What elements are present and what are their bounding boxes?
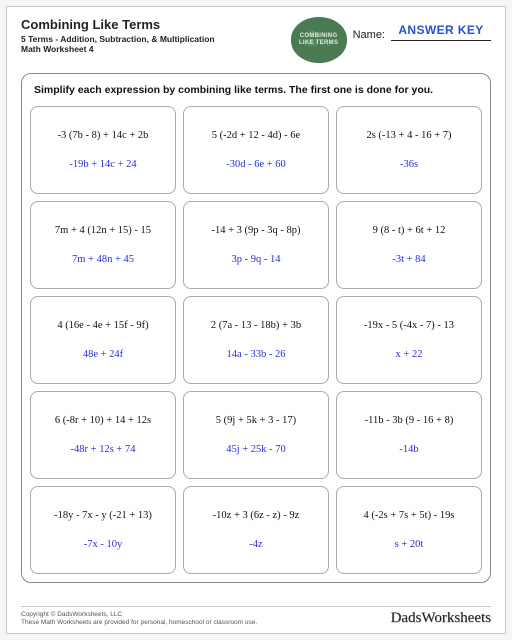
copyright-line2: These Math Worksheets are provided for p…	[21, 619, 257, 627]
main-frame: Simplify each expression by combining li…	[21, 73, 491, 583]
expression: -18y - 7x - y (-21 + 13)	[54, 510, 152, 521]
name-label: Name:	[353, 29, 385, 41]
problem-cell: -3 (7b - 8) + 14c + 2b -19b + 14c + 24	[30, 106, 176, 194]
answer: -30d - 6e + 60	[226, 159, 286, 170]
problem-cell: -18y - 7x - y (-21 + 13) -7x - 10y	[30, 486, 176, 574]
answer: -4z	[249, 539, 262, 550]
problem-cell: 6 (-8r + 10) + 14 + 12s -48r + 12s + 74	[30, 391, 176, 479]
logo-badge: √2a + ( √8b + c² COMBINING LIKE TERMS	[291, 17, 347, 63]
answer: -48r + 12s + 74	[71, 444, 136, 455]
name-block: Name: ANSWER KEY	[353, 21, 491, 41]
header-row: Combining Like Terms 5 Terms - Addition,…	[21, 17, 491, 63]
problem-cell: -19x - 5 (-4x - 7) - 13 x + 22	[336, 296, 482, 384]
brand-logo: DadsWorksheets	[391, 610, 491, 627]
header-left: Combining Like Terms 5 Terms - Addition,…	[21, 17, 285, 54]
worksheet-number: Math Worksheet 4	[21, 44, 285, 54]
answer: -36s	[400, 159, 418, 170]
answer: 48e + 24f	[83, 349, 123, 360]
expression: 4 (16e - 4e + 15f - 9f)	[57, 320, 148, 331]
answer: -14b	[399, 444, 418, 455]
problem-cell: -14 + 3 (9p - 3q - 8p) 3p - 9q - 14	[183, 201, 329, 289]
badge-line1: COMBINING	[300, 33, 338, 40]
expression: -14 + 3 (9p - 3q - 8p)	[211, 225, 300, 236]
answer: -7x - 10y	[84, 539, 123, 550]
problem-cell: 4 (-2s + 7s + 5t) - 19s s + 20t	[336, 486, 482, 574]
answer: s + 20t	[395, 539, 424, 550]
expression: 2s (-13 + 4 - 16 + 7)	[366, 130, 451, 141]
expression: 6 (-8r + 10) + 14 + 12s	[55, 415, 151, 426]
worksheet-sheet: Combining Like Terms 5 Terms - Addition,…	[6, 6, 506, 634]
worksheet-subtitle: 5 Terms - Addition, Subtraction, & Multi…	[21, 34, 285, 44]
problem-cell: 2s (-13 + 4 - 16 + 7) -36s	[336, 106, 482, 194]
expression: -19x - 5 (-4x - 7) - 13	[364, 320, 454, 331]
expression: -3 (7b - 8) + 14c + 2b	[58, 130, 149, 141]
problem-cell: 5 (-2d + 12 - 4d) - 6e -30d - 6e + 60	[183, 106, 329, 194]
problem-cell: 7m + 4 (12n + 15) - 15 7m + 48n + 45	[30, 201, 176, 289]
problem-cell: 4 (16e - 4e + 15f - 9f) 48e + 24f	[30, 296, 176, 384]
expression: 5 (-2d + 12 - 4d) - 6e	[212, 130, 300, 141]
answer: 14a - 33b - 26	[227, 349, 286, 360]
copyright-line1: Copyright © DadsWorksheets, LLC	[21, 611, 257, 619]
answer: -3t + 84	[392, 254, 425, 265]
problem-cell: 5 (9j + 5k + 3 - 17) 45j + 25k - 70	[183, 391, 329, 479]
name-line: ANSWER KEY	[391, 21, 491, 41]
worksheet-title: Combining Like Terms	[21, 17, 285, 32]
answer: 3p - 9q - 14	[232, 254, 281, 265]
footer: Copyright © DadsWorksheets, LLC These Ma…	[21, 606, 491, 627]
instructions: Simplify each expression by combining li…	[34, 84, 478, 96]
answer: -19b + 14c + 24	[69, 159, 136, 170]
problem-cell: -11b - 3b (9 - 16 + 8) -14b	[336, 391, 482, 479]
copyright: Copyright © DadsWorksheets, LLC These Ma…	[21, 611, 257, 627]
problem-cell: 9 (8 - t) + 6t + 12 -3t + 84	[336, 201, 482, 289]
expression: 4 (-2s + 7s + 5t) - 19s	[364, 510, 455, 521]
answer-key-text: ANSWER KEY	[398, 23, 483, 37]
expression: 2 (7a - 13 - 18b) + 3b	[211, 320, 301, 331]
expression: 5 (9j + 5k + 3 - 17)	[216, 415, 296, 426]
expression: 7m + 4 (12n + 15) - 15	[55, 225, 151, 236]
problem-grid: -3 (7b - 8) + 14c + 2b -19b + 14c + 24 5 (…	[30, 106, 482, 574]
expression: -10z + 3 (6z - z) - 9z	[213, 510, 300, 521]
answer: 45j + 25k - 70	[226, 444, 286, 455]
expression: -11b - 3b (9 - 16 + 8)	[365, 415, 454, 426]
answer: 7m + 48n + 45	[72, 254, 134, 265]
answer: x + 22	[396, 349, 423, 360]
expression: 9 (8 - t) + 6t + 12	[373, 225, 446, 236]
problem-cell: -10z + 3 (6z - z) - 9z -4z	[183, 486, 329, 574]
badge-line2: LIKE TERMS	[299, 40, 338, 47]
problem-cell: 2 (7a - 13 - 18b) + 3b 14a - 33b - 26	[183, 296, 329, 384]
